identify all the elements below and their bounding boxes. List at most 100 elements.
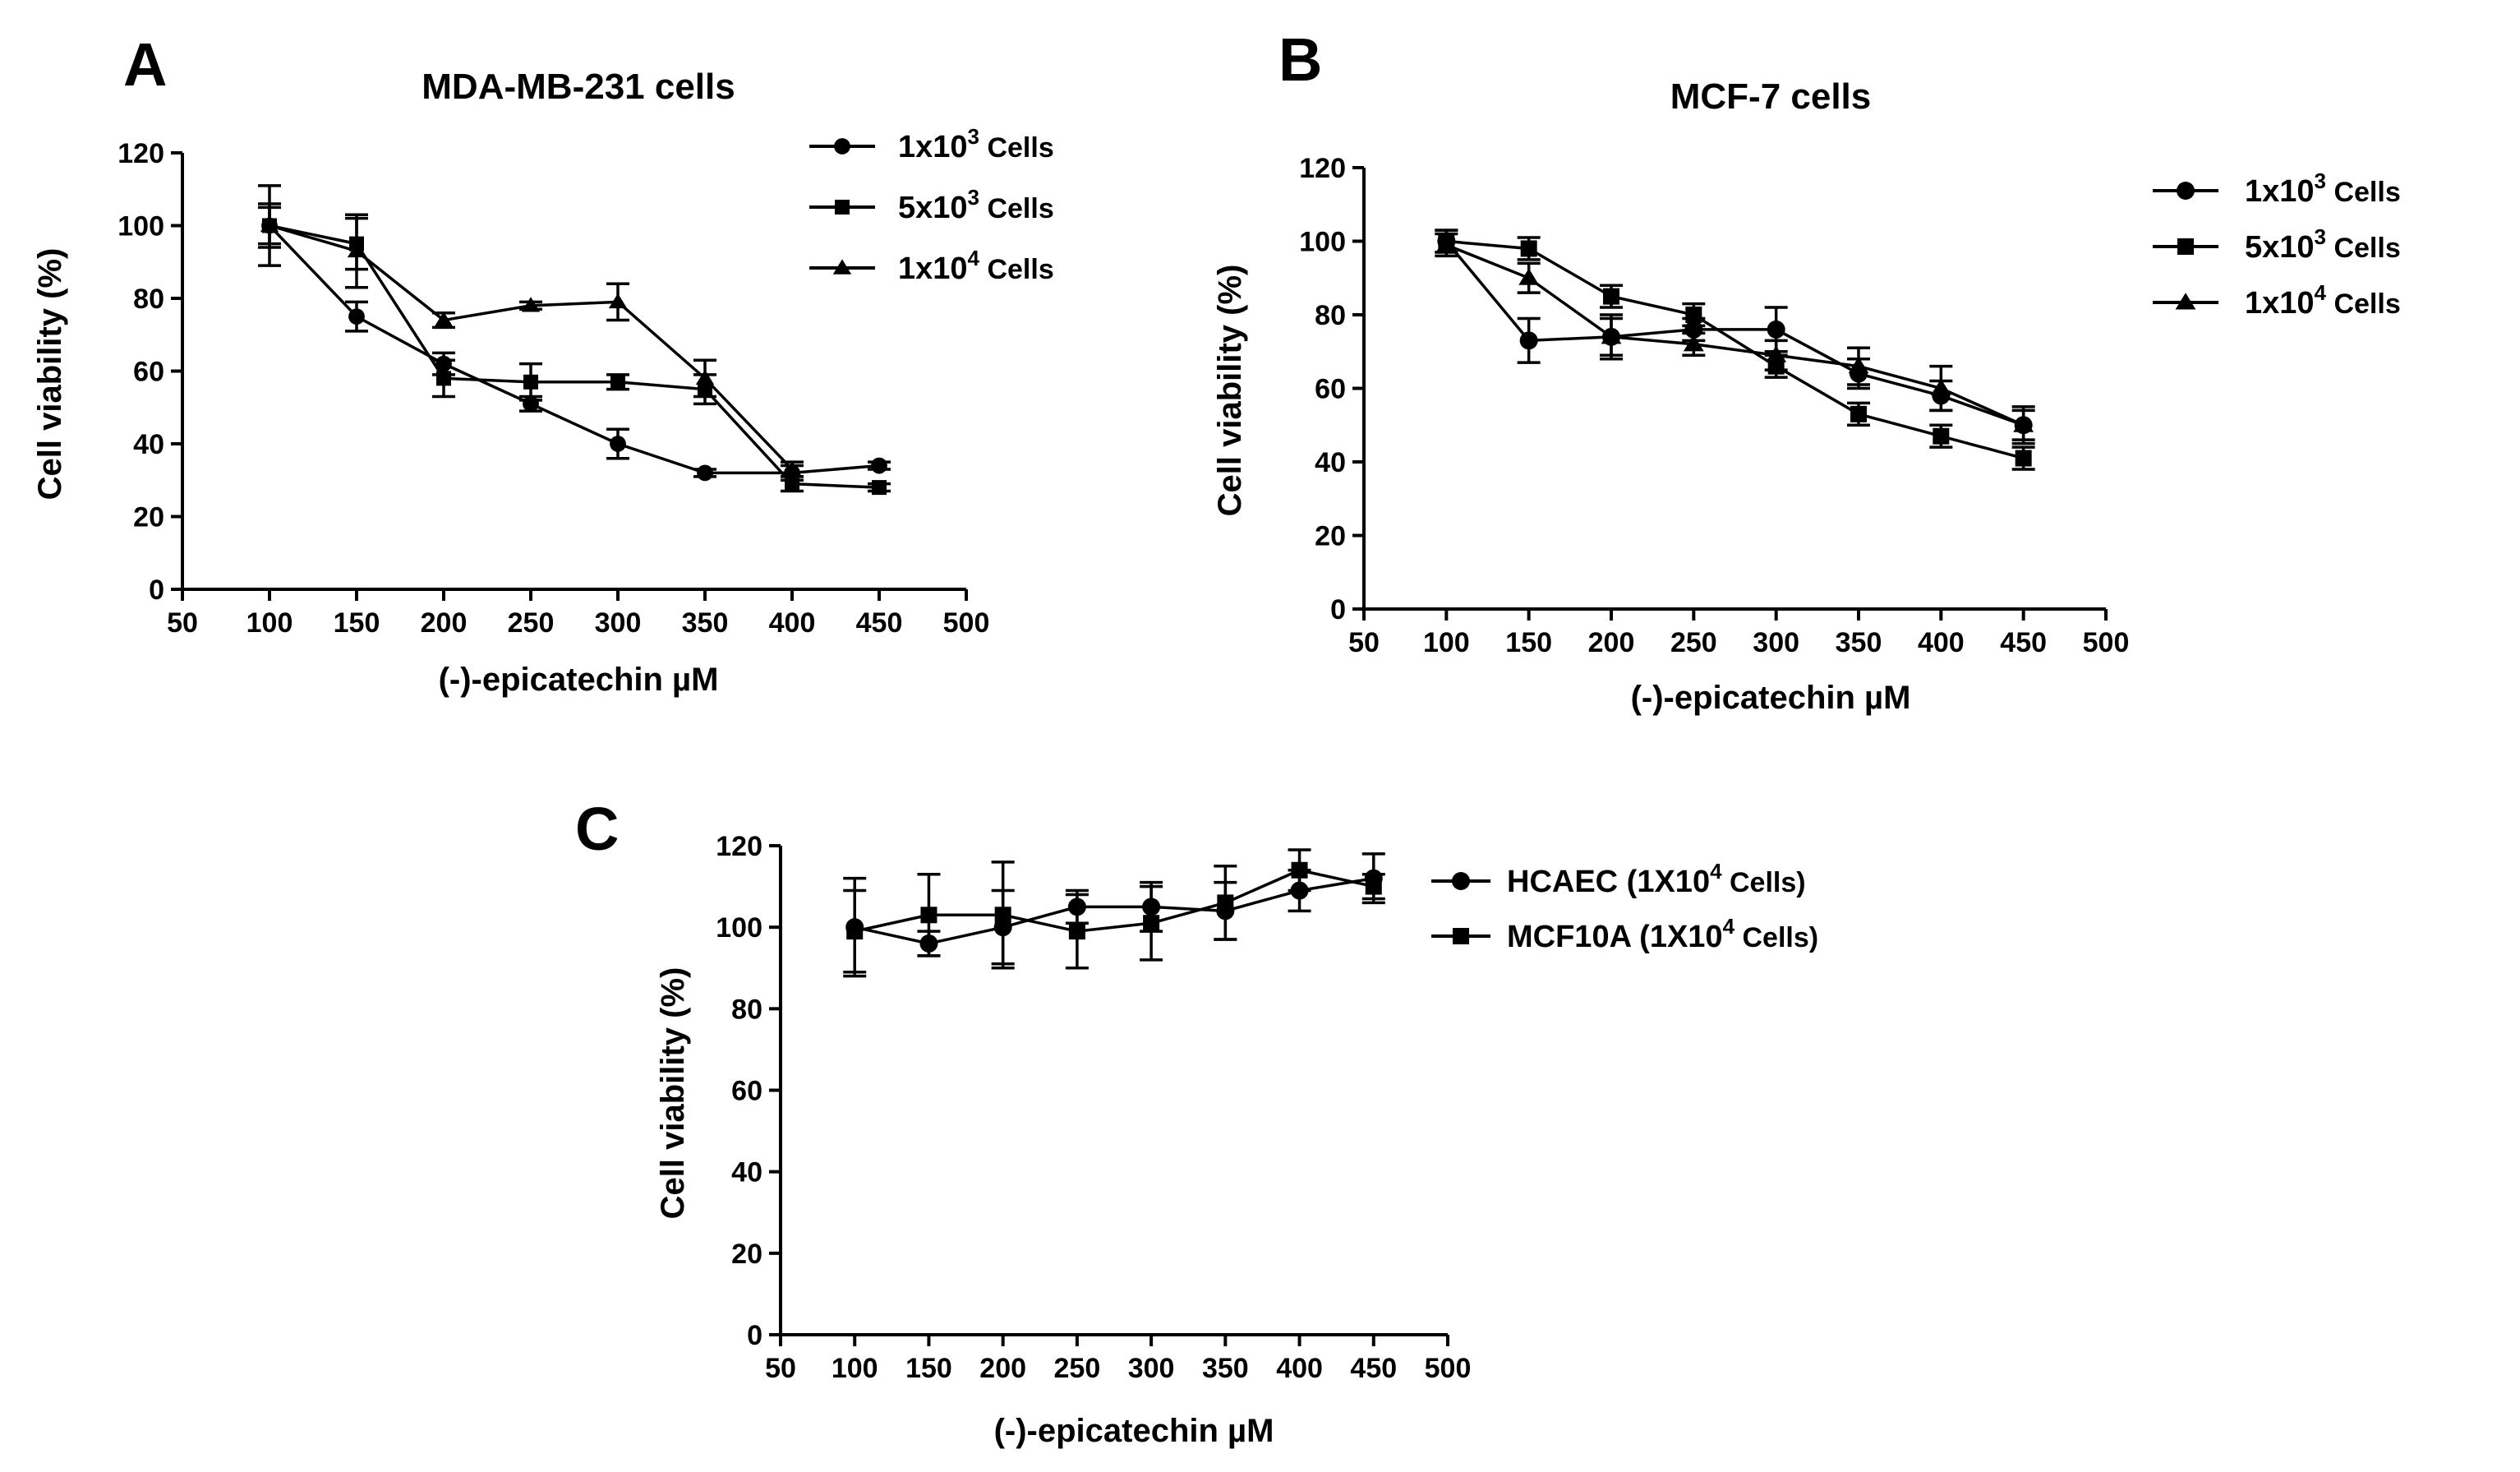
panel-b-y-tick-label: 120 [1299, 153, 1346, 184]
panel-b-legend-label: 1x103 Cells [2245, 168, 2401, 209]
panel-a-data-point [608, 293, 628, 309]
panel-b-series-line [1446, 239, 2025, 460]
panel-c-y-tick-label: 0 [747, 1320, 762, 1351]
panel-c-x-tick-label: 300 [1128, 1353, 1175, 1384]
panel-a-x-tick-label: 500 [943, 607, 990, 639]
panel-c-legend-marker [1453, 928, 1469, 944]
panel-a-y-tick-label: 40 [133, 429, 164, 460]
panel-c: C (-)-epicatechin µM Cell viability (%) … [575, 795, 1818, 1449]
panel-b-x-tick-label: 50 [1348, 627, 1380, 658]
panel-a-x-tick-label: 100 [246, 607, 293, 639]
panel-c-y-tick-label: 80 [731, 994, 762, 1025]
panel-b-legend-marker [2177, 182, 2195, 200]
panel-b-y-tick-label: 0 [1330, 594, 1346, 625]
panel-a-data-point [610, 436, 626, 452]
panel-a-y-axis-label: Cell viability (%) [32, 248, 68, 501]
panel-a-series-line [269, 224, 880, 489]
panel-c-data-point [846, 923, 864, 940]
panel-c-data-point [1291, 861, 1308, 879]
panel-b-y-axis-label: Cell viability (%) [1212, 265, 1248, 517]
panel-a-data-point [523, 374, 538, 390]
panel-letter-a: A [123, 30, 167, 99]
panel-a-data-point [785, 476, 799, 491]
panel-a-data-point [610, 374, 625, 390]
panel-a: A MDA-MB-231 cells (-)-epicatechin µM Ce… [32, 30, 1054, 698]
panel-c-x-tick-label: 200 [979, 1353, 1026, 1384]
panel-b-data-point [1933, 427, 1950, 445]
panel-a-data-point [871, 457, 887, 474]
panel-a-x-tick-label: 300 [595, 607, 642, 639]
panel-a-legend-marker [834, 138, 850, 155]
panel-b-legend-label: 5x103 Cells [2245, 224, 2401, 265]
panel-b-legend-label: 1x104 Cells [2245, 280, 2401, 321]
panel-c-x-tick-label: 150 [905, 1353, 952, 1384]
panel-b-legend-marker [2175, 293, 2196, 310]
panel-c-data-point [1217, 894, 1234, 911]
panel-a-legend-label: 5x103 Cells [898, 185, 1054, 225]
panel-a-x-axis-label: (-)-epicatechin µM [439, 662, 719, 698]
panel-b-x-tick-label: 100 [1423, 627, 1470, 658]
panel-a-data-point [434, 311, 454, 327]
panel-b-x-tick-label: 350 [1836, 627, 1882, 658]
panel-a-y-tick-label: 80 [133, 284, 164, 315]
panel-a-data-point [782, 460, 802, 476]
panel-c-data-point [1143, 915, 1160, 932]
panel-a-x-tick-label: 250 [508, 607, 555, 639]
panel-a-y-tick-label: 20 [133, 502, 164, 533]
panel-b-data-point [1520, 240, 1537, 257]
panel-c-x-tick-label: 500 [1425, 1353, 1472, 1384]
panel-a-legend-label: 1x103 Cells [898, 124, 1054, 164]
panel-b-data-point [2013, 415, 2034, 432]
panel-a-data-point [348, 308, 365, 325]
panel-b-series-3 [1435, 232, 2035, 445]
panel-c-x-tick-label: 250 [1054, 1353, 1101, 1384]
panel-b: B MCF-7 cells (-)-epicatechin µM Cell vi… [1212, 25, 2401, 716]
panel-b-x-axis-label: (-)-epicatechin µM [1631, 680, 1911, 716]
panel-b-legend-marker [2177, 238, 2194, 255]
panel-c-legend: HCAEC (1X104 Cells) MCF10A (1X104 Cells) [1431, 859, 1818, 954]
panel-b-x-tick-label: 500 [2083, 627, 2130, 658]
panel-b-data-point [1435, 235, 1457, 252]
panel-c-x-tick-label: 450 [1350, 1353, 1397, 1384]
panel-b-x-tick-label: 200 [1588, 627, 1635, 658]
panel-b-data-point [1766, 345, 1787, 362]
panel-b-data-point [1601, 327, 1622, 344]
panel-b-data-point [1850, 405, 1867, 422]
panel-c-data-point [920, 907, 938, 924]
panel-a-series-line [268, 224, 880, 475]
panel-c-x-axis-label: (-)-epicatechin µM [994, 1413, 1274, 1449]
panel-b-y-tick-label: 80 [1315, 300, 1346, 331]
panel-c-y-axis-label: Cell viability (%) [655, 967, 691, 1220]
panel-c-x-tick-label: 400 [1276, 1353, 1323, 1384]
panel-c-y-tick-label: 120 [716, 831, 762, 862]
panel-b-title: MCF-7 cells [1670, 76, 1872, 117]
panel-b-y-tick-label: 20 [1315, 521, 1346, 552]
panel-b-y-tick-label: 100 [1299, 227, 1346, 258]
panel-a-series-3 [258, 184, 804, 478]
panel-a-x-tick-label: 50 [167, 607, 198, 639]
panel-b-data-point [1767, 320, 1785, 339]
panel-a-data-point [260, 216, 279, 233]
panel-letter-b: B [1278, 25, 1322, 94]
panel-b-data-point [1603, 288, 1619, 305]
panel-b-x-tick-label: 250 [1670, 627, 1717, 658]
panel-a-y-tick-label: 100 [117, 211, 164, 242]
panel-b-data-point [2015, 450, 2032, 467]
panel-c-series-line [854, 868, 1375, 933]
panel-a-x-tick-label: 350 [682, 607, 729, 639]
panel-b-data-point [1519, 331, 1538, 350]
panel-b-legend: 1x103 Cells 5x103 Cells 1x104 Cells [2153, 168, 2401, 321]
panel-c-x-tick-label: 100 [832, 1353, 878, 1384]
panel-a-data-point [521, 297, 541, 312]
panel-a-data-point [872, 480, 887, 496]
panel-b-data-point [1685, 307, 1702, 323]
panel-letter-c: C [575, 795, 619, 863]
panel-a-y-tick-label: 0 [149, 574, 164, 606]
panel-b-data-point [1518, 268, 1540, 285]
panel-c-x-tick-label: 50 [765, 1353, 796, 1384]
panel-c-legend-label: MCF10A (1X104 Cells) [1507, 914, 1818, 954]
panel-a-data-point [695, 369, 715, 385]
panel-b-series-line [1444, 240, 2025, 427]
